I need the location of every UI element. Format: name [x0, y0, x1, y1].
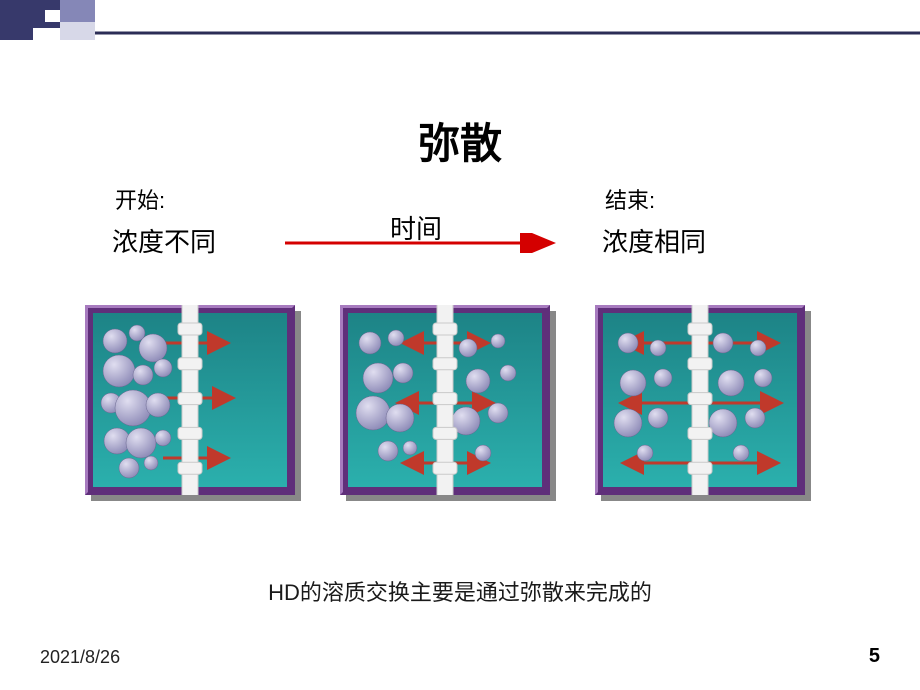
label-end: 结束:: [605, 183, 655, 215]
decor-block-mid: [60, 0, 95, 22]
time-label: 时间: [390, 209, 442, 246]
panel-start: [85, 305, 295, 495]
footer-date: 2021/8/26: [40, 647, 120, 668]
label-start: 开始:: [115, 183, 165, 215]
page-title: 弥散: [0, 110, 920, 171]
time-arrow: 时间: [280, 233, 570, 273]
label-end-desc: 浓度相同: [602, 222, 706, 259]
footer-page: 5: [869, 645, 880, 668]
panel-middle: [340, 305, 550, 495]
diffusion-panels: [85, 305, 805, 495]
top-decor: [0, 0, 920, 70]
caption: HD的溶质交换主要是通过弥散来完成的: [0, 575, 920, 607]
label-start-desc: 浓度不同: [112, 222, 216, 259]
decor-block-light: [60, 22, 95, 40]
panel-end: [595, 305, 805, 495]
